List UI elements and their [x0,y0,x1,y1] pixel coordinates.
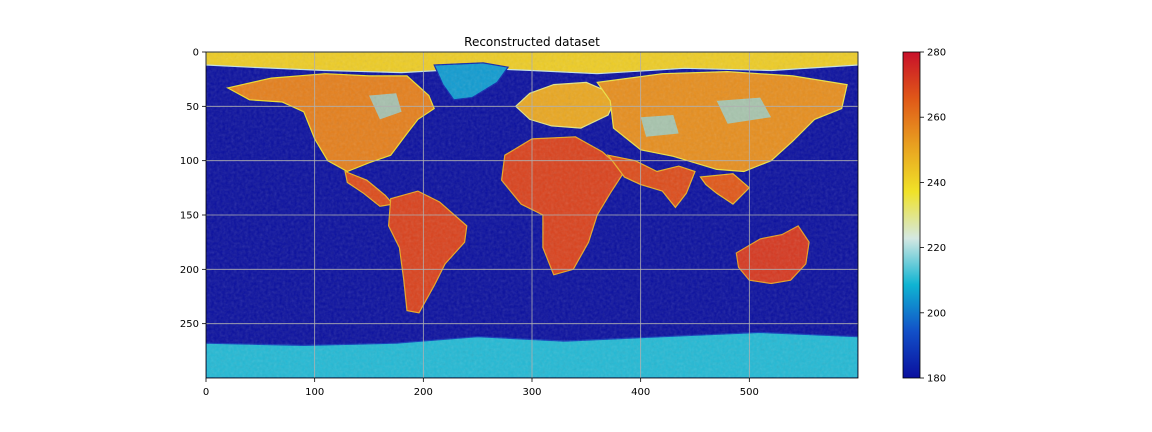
y-tick-label: 250 [180,319,199,330]
colorbar-tick-label: 240 [927,178,946,189]
y-tick-label: 200 [180,265,199,276]
y-tick-label: 100 [180,156,199,167]
colorbar-tick-label: 180 [927,374,946,385]
colorbar-tick-label: 200 [927,308,946,319]
y-tick-label: 150 [180,211,199,222]
colorbar: 180 200 220 240 260 280 [902,48,946,385]
grid-lines [206,52,858,378]
colorbar-tick-label: 260 [927,113,946,124]
colorbar-tick-label: 280 [927,48,946,59]
chart-title: Reconstructed dataset [464,35,600,49]
x-tick-label: 300 [522,387,541,398]
colorbar-tick-label: 220 [927,243,946,254]
x-tick-label: 0 [203,387,209,398]
x-tick-label: 100 [305,387,324,398]
y-tick-label: 0 [193,48,199,59]
colorbar-gradient [902,51,921,379]
x-tick-label: 500 [740,387,759,398]
colorbar-ticks: 180 200 220 240 260 280 [920,48,946,385]
y-tick-label: 50 [186,102,199,113]
x-tick-label: 400 [631,387,650,398]
x-axis: 0 100 200 300 400 500 [203,378,759,398]
y-axis: 0 50 100 150 200 250 [180,48,206,330]
plot-area [206,52,858,378]
x-tick-label: 200 [414,387,433,398]
